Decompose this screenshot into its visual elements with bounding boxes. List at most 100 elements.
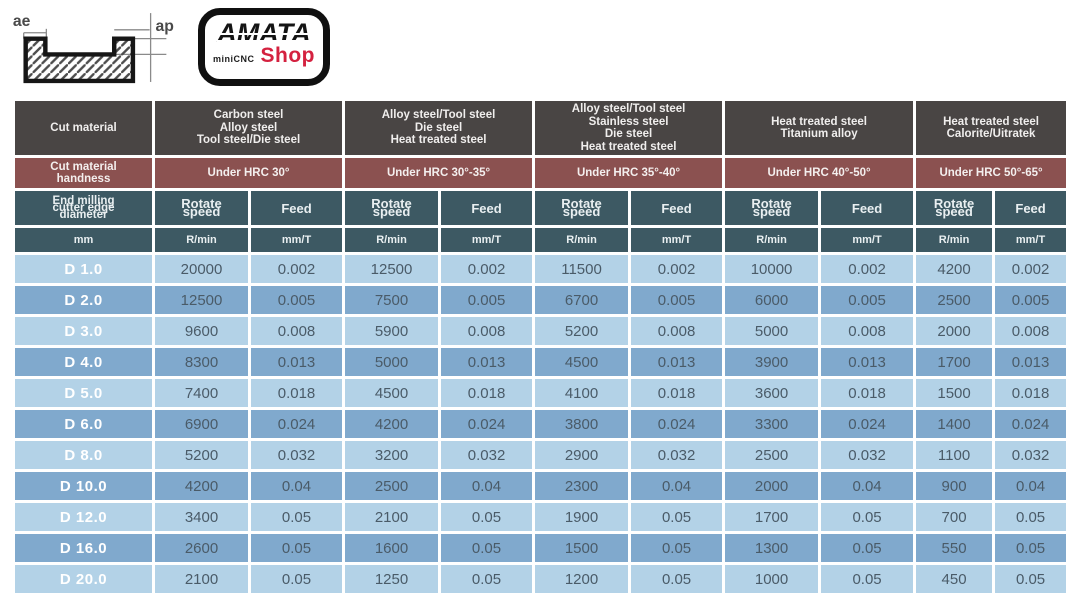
value-cell: 5900 xyxy=(342,314,442,348)
diameter-label: D 20.0 xyxy=(12,562,155,596)
value-cell: 0.002 xyxy=(818,252,917,286)
diameter-label: D 8.0 xyxy=(12,438,155,472)
rotate-line: Rotate xyxy=(371,196,412,211)
value-cell: 450 xyxy=(913,562,996,596)
value-cell: 1300 xyxy=(722,531,822,565)
value-cell: 11500 xyxy=(532,252,632,286)
value-cell: 2600 xyxy=(152,531,251,565)
rotate-speed-header: Rotate speed xyxy=(152,188,251,228)
value-cell: 1700 xyxy=(722,500,822,534)
value-cell: 1500 xyxy=(532,531,632,565)
material-line: Heat treated steel xyxy=(943,115,1039,128)
table-row: D 5.0 7400 0.018 4500 0.018 4100 0.018 3600 0.01… xyxy=(12,376,1070,410)
table-row: D 20.0 2100 0.05 1250 0.05 1200 0.05 1000 0.05 45… xyxy=(12,562,1070,596)
value-cell: 0.024 xyxy=(438,407,536,441)
value-cell: 0.05 xyxy=(992,562,1070,596)
material-line: Die steel xyxy=(604,128,653,140)
value-cell: 1100 xyxy=(913,438,996,472)
value-cell: 0.05 xyxy=(818,500,917,534)
material-line: Carbon steel xyxy=(213,109,284,122)
value-cell: 0.002 xyxy=(628,252,726,286)
rotate-line: speed xyxy=(562,204,601,219)
diameter-label: D 6.0 xyxy=(12,407,155,441)
rotate-unit: R/min xyxy=(722,225,822,255)
value-cell: 10000 xyxy=(722,252,822,286)
table-row: D 6.0 6900 0.024 4200 0.024 3800 0.024 3300 0.02… xyxy=(12,407,1070,441)
rotate-unit: R/min xyxy=(532,225,632,255)
table-header: Cut material Carbon steel Alloy steel Tool… xyxy=(12,98,1070,255)
value-cell: 0.005 xyxy=(438,283,536,317)
value-cell: 0.018 xyxy=(628,376,726,410)
rotate-unit: R/min xyxy=(342,225,442,255)
value-cell: 5200 xyxy=(532,314,632,348)
material-group-header: Heat treated steel Titanium alloy xyxy=(722,98,917,158)
hardness-header: Under HRC 40°-50° xyxy=(722,155,917,191)
value-cell: 6000 xyxy=(722,283,822,317)
value-cell: 0.05 xyxy=(818,531,917,565)
value-cell: 700 xyxy=(913,500,996,534)
speed-feed-header-row: End milling cutter edge diameter Rotate s… xyxy=(12,188,1070,228)
table-row: D 3.0 9600 0.008 5900 0.008 5200 0.008 5000 0.00… xyxy=(12,314,1070,348)
value-cell: 0.008 xyxy=(247,314,346,348)
diameter-label: D 12.0 xyxy=(12,500,155,534)
diameter-label: D 3.0 xyxy=(12,314,155,348)
cut-material-header: Cut material xyxy=(12,98,155,158)
table-body: D 1.0 20000 0.002 12500 0.002 11500 0.002 10000… xyxy=(12,252,1070,596)
value-cell: 0.008 xyxy=(818,314,917,348)
feed-unit: mm/T xyxy=(628,225,726,255)
diameter-line: cutter edge xyxy=(52,201,115,214)
value-cell: 12500 xyxy=(152,283,251,317)
value-cell: 0.04 xyxy=(818,469,917,503)
value-cell: 3900 xyxy=(722,345,822,379)
units-header-row: mm R/min mm/T R/min mm/T R/min mm/T R/min mm/T R… xyxy=(12,225,1070,255)
value-cell: 0.018 xyxy=(247,376,346,410)
value-cell: 0.032 xyxy=(818,438,917,472)
logo-shop-text: Shop xyxy=(260,44,315,67)
material-line: Calorite/Uitratek xyxy=(946,128,1036,140)
diameter-line: End milling xyxy=(52,194,115,207)
value-cell: 5200 xyxy=(152,438,251,472)
diameter-label: D 16.0 xyxy=(12,531,155,565)
material-line: Die steel xyxy=(414,121,463,134)
material-line: Heat treated steel xyxy=(390,134,487,147)
rotate-line: speed xyxy=(182,204,221,219)
diameter-unit: mm xyxy=(12,225,155,255)
value-cell: 4500 xyxy=(532,345,632,379)
value-cell: 0.024 xyxy=(247,407,346,441)
material-line: Heat treated steel xyxy=(771,115,867,128)
ae-label: ae xyxy=(13,13,31,30)
value-cell: 0.002 xyxy=(247,252,346,286)
feed-header: Feed xyxy=(628,188,726,228)
material-line: Stainless steel xyxy=(588,115,669,128)
value-cell: 2300 xyxy=(532,469,632,503)
hardness-header: Under HRC 30°-35° xyxy=(342,155,536,191)
handness-line: Cut material xyxy=(50,161,117,173)
cutter-diameter-header: End milling cutter edge diameter xyxy=(12,188,155,228)
value-cell: 0.05 xyxy=(247,500,346,534)
feed-unit: mm/T xyxy=(992,225,1070,255)
value-cell: 1000 xyxy=(722,562,822,596)
diameter-label: D 5.0 xyxy=(12,376,155,410)
value-cell: 1200 xyxy=(532,562,632,596)
value-cell: 0.04 xyxy=(438,469,536,503)
feed-header: Feed xyxy=(247,188,346,228)
value-cell: 0.005 xyxy=(818,283,917,317)
table-row: D 1.0 20000 0.002 12500 0.002 11500 0.002 10000… xyxy=(12,252,1070,286)
value-cell: 8300 xyxy=(152,345,251,379)
material-line: Alloy steel/Tool steel xyxy=(571,103,686,115)
rotate-line: Rotate xyxy=(561,196,602,211)
feed-unit: mm/T xyxy=(247,225,346,255)
value-cell: 0.05 xyxy=(628,562,726,596)
value-cell: 0.013 xyxy=(818,345,917,379)
value-cell: 1400 xyxy=(913,407,996,441)
value-cell: 0.005 xyxy=(992,283,1070,317)
value-cell: 2900 xyxy=(532,438,632,472)
value-cell: 20000 xyxy=(152,252,251,286)
material-line: Alloy steel xyxy=(219,121,278,134)
table-row: D 10.0 4200 0.04 2500 0.04 2300 0.04 2000 0.04 90… xyxy=(12,469,1070,503)
value-cell: 0.05 xyxy=(438,500,536,534)
ap-label: ap xyxy=(156,18,174,35)
diameter-line: diameter xyxy=(59,208,108,221)
logo-minicnc-text: miniCNC xyxy=(213,54,255,64)
value-cell: 1700 xyxy=(913,345,996,379)
